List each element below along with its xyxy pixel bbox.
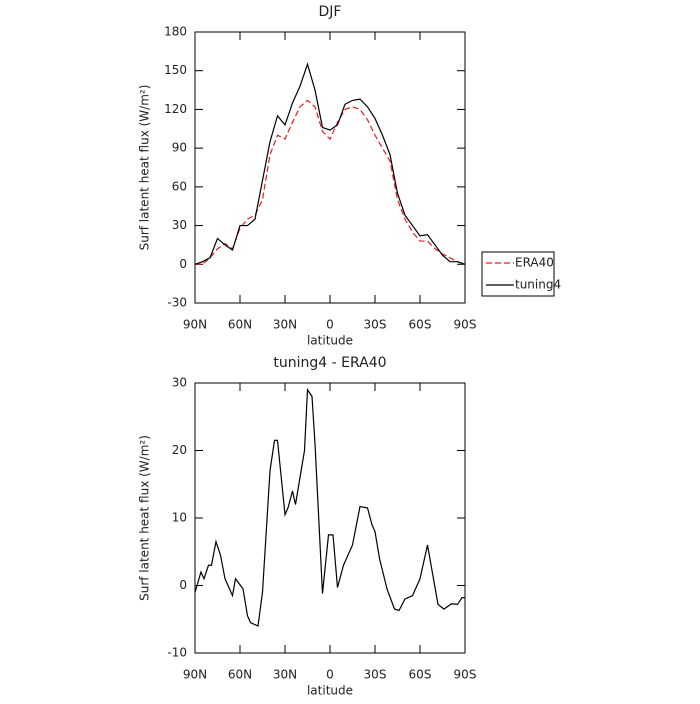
y-tick-label: 60 <box>172 179 187 193</box>
x-axis-label: latitude <box>307 334 353 348</box>
data-line <box>194 62 466 265</box>
x-tick-label: 90S <box>454 668 477 682</box>
y-tick-label: 20 <box>172 443 187 457</box>
y-tick-label: 30 <box>172 218 187 232</box>
y-tick-label: 90 <box>172 141 187 155</box>
y-axis-label: Surf latent heat flux (W/m²) <box>138 435 152 601</box>
y-tick-label: 0 <box>179 257 187 271</box>
x-tick-label: 30S <box>364 318 387 332</box>
x-tick-label: 60N <box>228 318 252 332</box>
x-axis-label: latitude <box>307 684 353 698</box>
y-tick-label: 10 <box>172 511 187 525</box>
legend-label: tuning4 <box>515 278 561 292</box>
x-tick-label: 60S <box>409 318 432 332</box>
x-tick-label: 30N <box>273 318 297 332</box>
y-tick-label: 180 <box>164 25 187 39</box>
y-tick-label: 0 <box>179 578 187 592</box>
y-tick-label: -10 <box>167 646 187 660</box>
y-tick-label: -30 <box>167 296 187 310</box>
chart-title: DJF <box>319 4 342 20</box>
y-tick-label: 120 <box>164 102 187 116</box>
x-tick-label: 90S <box>454 318 477 332</box>
y-axis-label: Surf latent heat flux (W/m²) <box>138 85 152 251</box>
data-line <box>194 387 465 627</box>
x-tick-label: 30N <box>273 668 297 682</box>
x-tick-label: 90N <box>183 668 207 682</box>
legend-label: ERA40 <box>515 256 554 270</box>
x-tick-label: 30S <box>364 668 387 682</box>
x-tick-label: 90N <box>183 318 207 332</box>
plot-frame <box>194 31 466 304</box>
x-tick-label: 0 <box>326 668 334 682</box>
y-tick-label: 30 <box>172 376 187 390</box>
legend-box <box>481 251 555 297</box>
x-tick-label: 0 <box>326 318 334 332</box>
x-tick-label: 60S <box>409 668 432 682</box>
chart-title: tuning4 - ERA40 <box>273 355 386 371</box>
x-tick-label: 60N <box>228 668 252 682</box>
plot-frame <box>194 382 466 654</box>
y-tick-label: 150 <box>164 63 187 77</box>
data-line <box>195 99 466 265</box>
